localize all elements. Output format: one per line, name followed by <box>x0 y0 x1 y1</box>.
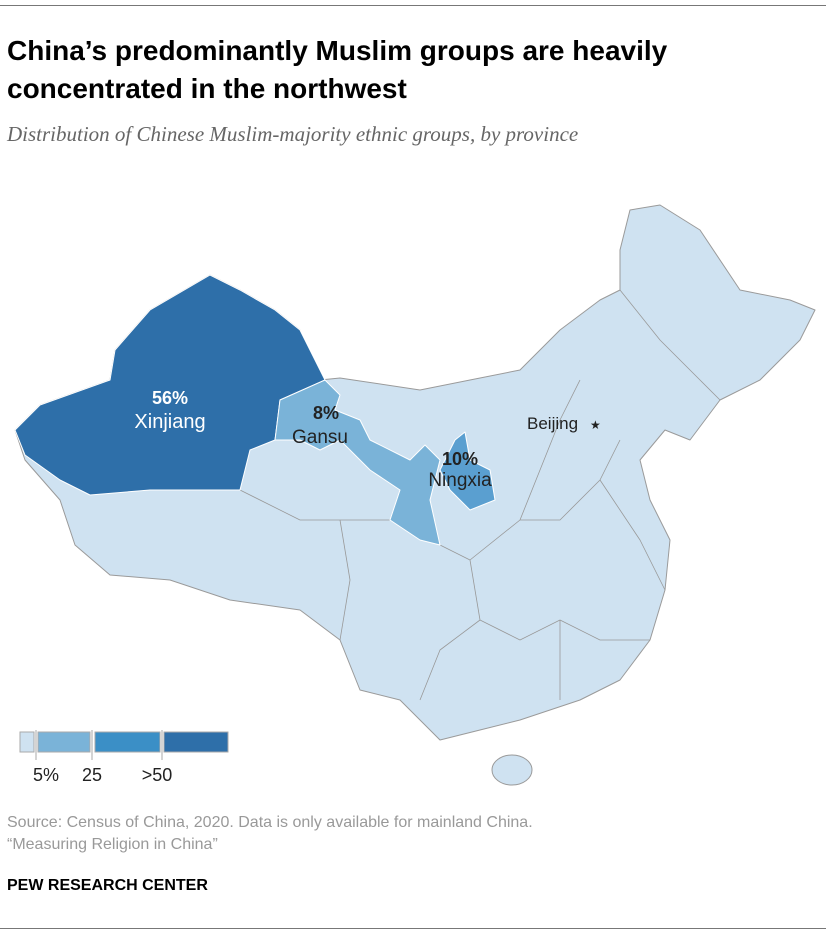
legend-label-25: 25 <box>82 765 102 785</box>
legend-swatch-3 <box>94 731 161 753</box>
star-icon: ★ <box>590 418 601 432</box>
xinjiang-value: 56% <box>152 388 188 408</box>
ningxia-value: 10% <box>442 449 478 469</box>
legend-swatch-1 <box>19 731 35 753</box>
top-rule <box>0 5 826 6</box>
legend-swatch-4 <box>163 731 229 753</box>
gansu-label: Gansu <box>292 427 348 448</box>
beijing-label: Beijing <box>527 414 578 433</box>
province-borders <box>239 289 721 701</box>
ningxia-label: Ningxia <box>428 470 492 491</box>
legend <box>19 730 229 760</box>
bottom-rule <box>0 928 826 929</box>
source-line-2: “Measuring Religion in China” <box>7 836 218 853</box>
region-gansu <box>274 379 441 546</box>
region-ningxia <box>439 431 496 511</box>
xinjiang-label: Xinjiang <box>134 411 205 433</box>
legend-swatch-2 <box>37 731 91 753</box>
brand-logo: PEW RESEARCH CENTER <box>7 877 208 894</box>
source-line-1: Source: Census of China, 2020. Data is o… <box>7 814 533 831</box>
chart-subtitle: Distribution of Chinese Muslim-majority … <box>7 122 579 146</box>
legend-label-50: >50 <box>142 765 173 785</box>
gansu-value: 8% <box>313 403 339 423</box>
source-note: Source: Census of China, 2020. Data is o… <box>7 812 533 856</box>
legend-label-5: 5% <box>33 765 59 785</box>
chart-title: China’s predominantly Muslim groups are … <box>7 35 668 104</box>
region-hainan <box>491 754 533 786</box>
